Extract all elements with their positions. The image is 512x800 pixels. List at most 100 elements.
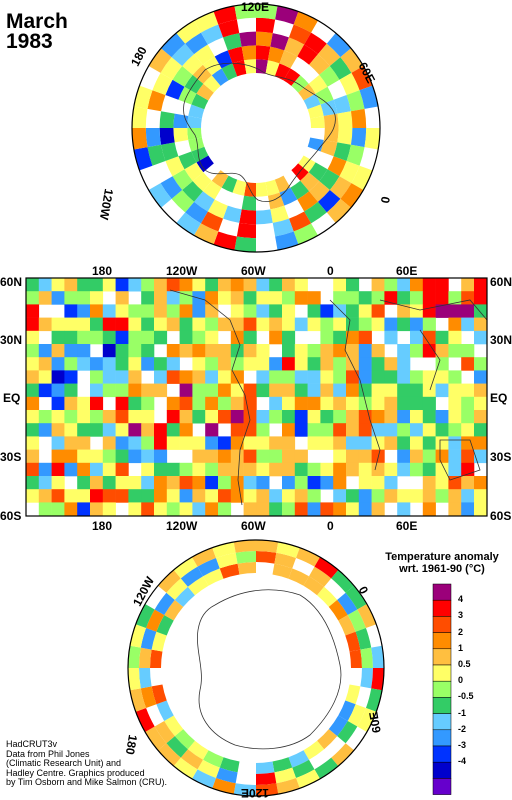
anomaly-cell <box>256 17 276 34</box>
anomaly-cell <box>64 489 78 503</box>
anomaly-cell <box>333 515 347 516</box>
anomaly-cell <box>115 304 129 318</box>
anomaly-cell <box>128 436 142 450</box>
anomaly-cell <box>211 170 229 188</box>
anomaly-cell <box>410 330 424 345</box>
anomaly-cell <box>166 736 188 758</box>
anomaly-cell <box>448 317 462 332</box>
anomaly-cell <box>115 357 129 371</box>
anomaly-cell <box>296 547 320 567</box>
anomaly-cell <box>282 436 296 450</box>
anomaly-cell <box>320 304 334 318</box>
anomaly-cell <box>308 74 328 94</box>
anomaly-cell <box>337 721 358 744</box>
anomaly-cell <box>397 502 411 516</box>
anomaly-cell <box>145 726 167 751</box>
anomaly-cell <box>296 769 320 789</box>
anomaly-cell <box>90 410 104 424</box>
anomaly-cell <box>384 436 398 450</box>
anomaly-cell <box>320 357 334 371</box>
anomaly-cell <box>461 489 475 503</box>
anomaly-cell <box>346 396 360 411</box>
anomaly-cell <box>165 156 185 177</box>
anomaly-cell <box>435 370 449 384</box>
anomaly-cell <box>90 291 104 305</box>
anomaly-cell <box>448 489 462 503</box>
anomaly-cell <box>179 476 193 490</box>
anomaly-cell <box>243 476 257 490</box>
anomaly-cell <box>279 50 298 69</box>
anomaly-cell <box>310 116 325 128</box>
anomaly-cell <box>38 370 52 384</box>
anomaly-cell <box>294 278 308 292</box>
anomaly-cell <box>192 502 206 516</box>
anomaly-cell <box>157 569 181 593</box>
anomaly-cell <box>282 476 296 490</box>
anomaly-cell <box>256 436 270 450</box>
anomaly-cell <box>219 563 240 579</box>
anomaly-cell <box>205 383 219 398</box>
anomaly-cell <box>256 423 270 437</box>
lon-top-60w: 60W <box>241 264 266 278</box>
anomaly-cell <box>139 647 152 668</box>
anomaly-cell <box>223 33 242 51</box>
anomaly-cell <box>205 515 219 516</box>
legend-swatch <box>432 697 452 714</box>
anomaly-cell <box>115 410 129 424</box>
anomaly-cell <box>410 370 424 384</box>
anomaly-cell <box>38 502 52 516</box>
anomaly-cell <box>230 476 244 490</box>
anomaly-cell <box>448 344 462 358</box>
anomaly-cell <box>38 462 52 477</box>
anomaly-cell <box>346 449 360 464</box>
anomaly-cell <box>474 502 487 516</box>
anomaly-cell <box>474 396 487 411</box>
anomaly-cell <box>371 645 384 668</box>
anomaly-cell <box>410 383 424 398</box>
anomaly-cell <box>236 222 256 239</box>
anomaly-cell <box>300 172 320 192</box>
anomaly-cell <box>166 489 180 503</box>
anomaly-cell <box>38 344 52 358</box>
anomaly-cell <box>269 330 283 345</box>
anomaly-cell <box>298 83 316 101</box>
anomaly-cell <box>174 729 195 750</box>
anomaly-cell <box>486 291 487 305</box>
anomaly-cell <box>282 317 296 332</box>
anomaly-cell <box>90 370 104 384</box>
anomaly-cell <box>221 63 238 81</box>
anomaly-cell <box>346 357 360 371</box>
anomaly-cell <box>337 592 358 615</box>
anomaly-cell <box>179 502 193 516</box>
anomaly-cell <box>360 647 373 668</box>
anomaly-cell <box>346 462 360 477</box>
anomaly-cell <box>102 383 116 398</box>
anomaly-cell <box>294 370 308 384</box>
anomaly-cell <box>166 423 180 437</box>
anomaly-cell <box>282 396 296 411</box>
anomaly-cell <box>275 5 299 25</box>
anomaly-cell <box>154 383 168 398</box>
anomaly-cell <box>172 169 193 190</box>
anomaly-cell <box>320 383 334 398</box>
anomaly-cell <box>422 278 436 292</box>
legend-swatch <box>432 616 452 633</box>
legend-swatch <box>432 599 452 617</box>
anomaly-cell <box>157 743 181 767</box>
anomaly-cell <box>384 396 398 411</box>
anomaly-cell <box>230 317 244 332</box>
anomaly-cell <box>164 599 184 621</box>
anomaly-cell <box>294 515 308 516</box>
anomaly-cell <box>205 476 219 490</box>
legend-title: Temperature anomaly wrt. 1961-90 (°C) <box>385 551 499 575</box>
anomaly-cell <box>269 515 283 516</box>
anomaly-cell <box>232 179 247 196</box>
anomaly-cell <box>205 370 219 384</box>
anomaly-cell <box>192 317 206 332</box>
north-label-120e: 120E <box>241 0 270 14</box>
anomaly-cell <box>294 383 308 398</box>
anomaly-cell <box>448 383 462 398</box>
anomaly-cell <box>422 344 436 358</box>
anomaly-cell <box>38 317 52 332</box>
anomaly-cell <box>371 344 385 358</box>
